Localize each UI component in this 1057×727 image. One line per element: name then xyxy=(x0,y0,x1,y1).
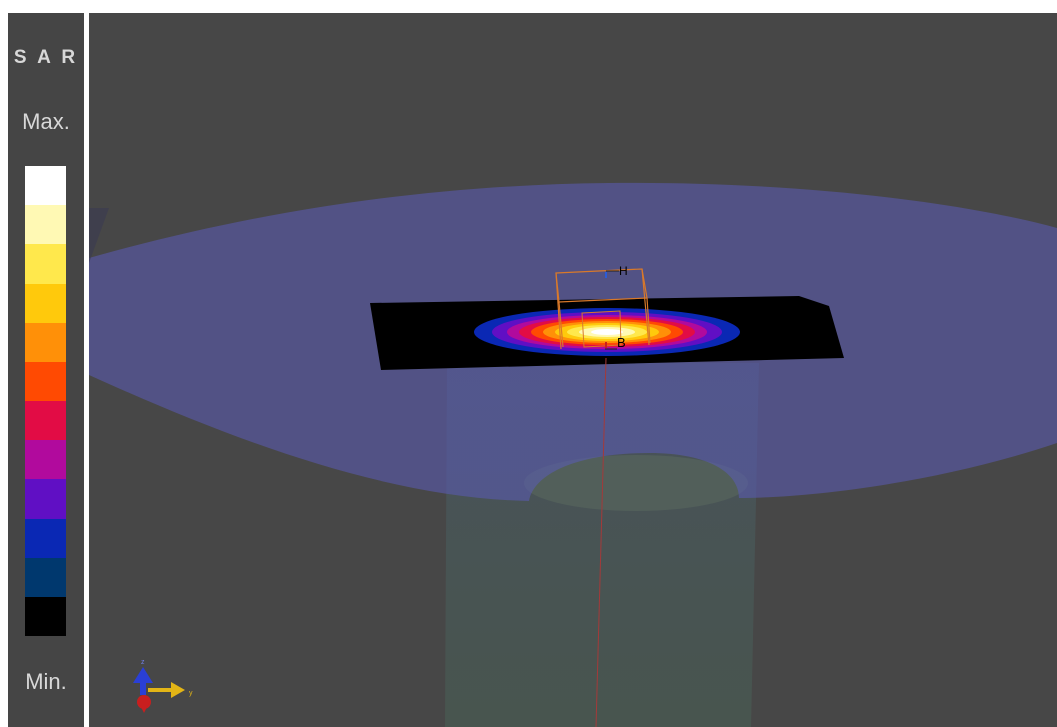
3d-viewport[interactable]: H B y z xyxy=(89,13,1057,727)
scene-svg: H B y z xyxy=(89,182,1057,727)
color-scale-swatch xyxy=(25,166,66,206)
probe-marker-top-tick xyxy=(605,272,607,278)
axis-label-y: y xyxy=(189,690,193,697)
legend-min-label: Min. xyxy=(25,669,67,694)
color-scale-swatch xyxy=(25,518,66,558)
sar-color-scale xyxy=(25,166,66,637)
probe-marker-bottom-tick xyxy=(605,342,607,348)
color-scale-swatch xyxy=(25,479,66,519)
axis-label-z: z xyxy=(141,659,145,666)
color-scale-swatch xyxy=(25,361,66,402)
sar-distribution xyxy=(474,308,740,356)
color-scale-swatch xyxy=(25,557,66,597)
zoom-scan-box xyxy=(581,310,622,348)
legend-max-label: Max. xyxy=(22,109,70,134)
probe-axis-line xyxy=(595,357,607,727)
color-scale-swatch xyxy=(25,283,66,323)
disk-shadow-edge xyxy=(89,208,109,263)
probe-label-top: H xyxy=(619,264,628,278)
panel-divider xyxy=(84,13,89,727)
color-scale-swatch xyxy=(25,322,66,362)
color-scale-swatch xyxy=(25,596,66,637)
cylinder-base-highlight xyxy=(524,455,748,511)
legend-title: S A R xyxy=(13,47,79,68)
color-scale-swatch xyxy=(25,440,66,480)
color-scale-swatch xyxy=(25,244,66,284)
color-scale-swatch xyxy=(25,205,66,245)
probe-label-bottom: B xyxy=(617,335,626,350)
orientation-triad: y z xyxy=(133,659,193,713)
area-scan-box xyxy=(555,268,651,350)
sar-legend-panel: S A R Max. Min. xyxy=(8,13,84,727)
color-scale-swatch xyxy=(25,401,66,441)
